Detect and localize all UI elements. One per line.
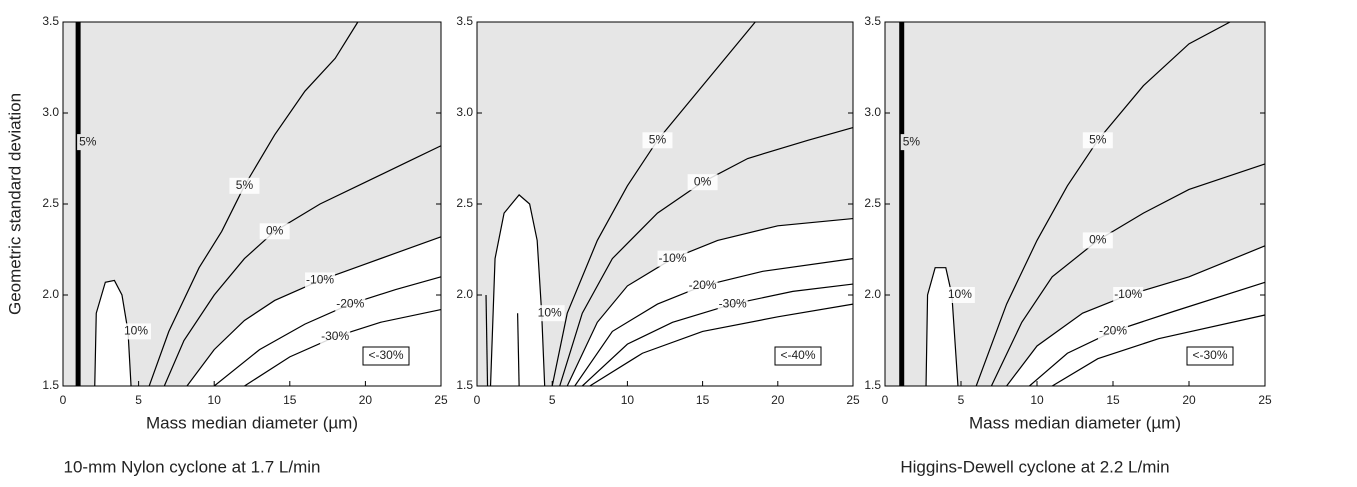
contour-label-group: 5% (229, 178, 259, 194)
contour-label-group: -20% (688, 278, 718, 294)
y-tick-label: 3.5 (864, 14, 881, 28)
annotation: <-40% (780, 348, 815, 362)
y-tick-label: 1.5 (42, 378, 59, 392)
annotation: <-30% (368, 348, 403, 362)
x-tick-label: 0 (882, 393, 889, 407)
x-axis-label: Mass median diameter (µm) (146, 413, 358, 432)
x-axis-label: Mass median diameter (µm) (969, 413, 1181, 432)
contour-label: -30% (719, 296, 747, 310)
x-tick-label: 5 (549, 393, 556, 407)
x-tick-label: 20 (771, 393, 785, 407)
contour-label-group: 0% (1083, 232, 1113, 248)
annotation: <-30% (1192, 348, 1227, 362)
contour-label: -20% (336, 296, 364, 310)
contour-label: -10% (306, 273, 334, 287)
y-tick-label: 2.0 (456, 287, 473, 301)
y-axis-label: Geometric standard deviation (5, 93, 24, 315)
x-tick-label: 25 (434, 393, 448, 407)
contour-label-group: -10% (658, 251, 688, 267)
x-tick-label: 15 (1106, 393, 1120, 407)
caption: 10-mm Nylon cyclone at 1.7 L/min (64, 457, 321, 476)
contour-label: 5% (649, 132, 667, 146)
x-tick-label: 20 (359, 393, 373, 407)
contour-label-group: 5% (642, 132, 672, 148)
x-tick-label: 0 (474, 393, 481, 407)
x-tick-label: 5 (135, 393, 142, 407)
marker-label: 5% (79, 134, 97, 148)
contour-label-group: -20% (335, 296, 365, 312)
contour-label: -10% (659, 251, 687, 265)
contour-label: 0% (1089, 233, 1107, 247)
contour-label: -20% (1099, 324, 1127, 338)
y-tick-label: 2.0 (42, 287, 59, 301)
x-tick-label: 20 (1182, 393, 1196, 407)
contour-label: -30% (321, 329, 349, 343)
contour-label-group: -30% (320, 329, 350, 345)
chart: 1.52.02.53.03.505101520255%10%5%0%-10%-2… (0, 0, 1357, 487)
contour-label: 0% (694, 174, 712, 188)
contour-label-group: 10% (535, 305, 565, 321)
contour-label: 10% (538, 305, 562, 319)
x-tick-label: 10 (1030, 393, 1044, 407)
contour-label-group: 5% (1083, 132, 1113, 148)
caption: Higgins-Dewell cyclone at 2.2 L/min (900, 457, 1169, 476)
contour-label: 0% (266, 223, 284, 237)
x-tick-label: 10 (621, 393, 635, 407)
x-tick-label: 15 (283, 393, 297, 407)
marker-label: 5% (903, 134, 921, 148)
y-tick-label: 2.0 (864, 287, 881, 301)
contour-label: 5% (236, 178, 254, 192)
x-tick-label: 10 (208, 393, 222, 407)
contour-label: -10% (1114, 287, 1142, 301)
contour-label-group: 10% (945, 287, 975, 303)
contour-label: 5% (1089, 132, 1107, 146)
x-tick-label: 25 (1258, 393, 1272, 407)
contour-label: -20% (689, 278, 717, 292)
y-tick-label: 1.5 (864, 378, 881, 392)
contour-label: 10% (948, 287, 972, 301)
y-tick-label: 2.5 (456, 196, 473, 210)
contour-label-group: 0% (260, 223, 290, 239)
x-tick-label: 0 (60, 393, 67, 407)
contour-label-group: -30% (718, 296, 748, 312)
y-tick-label: 2.5 (864, 196, 881, 210)
y-tick-label: 3.0 (864, 105, 881, 119)
y-tick-label: 3.5 (456, 14, 473, 28)
x-tick-label: 15 (696, 393, 710, 407)
contour-label-group: 10% (121, 323, 151, 339)
y-tick-label: 3.0 (42, 105, 59, 119)
contour-label: 10% (124, 324, 148, 338)
contour-label-group: -10% (1113, 287, 1143, 303)
y-tick-label: 3.0 (456, 105, 473, 119)
x-tick-label: 5 (958, 393, 965, 407)
y-tick-label: 2.5 (42, 196, 59, 210)
y-tick-label: 3.5 (42, 14, 59, 28)
contour-label-group: -10% (305, 272, 335, 288)
contour-label-group: 0% (688, 174, 718, 190)
contour-label-group: -20% (1098, 323, 1128, 339)
x-tick-label: 25 (846, 393, 860, 407)
y-tick-label: 1.5 (456, 378, 473, 392)
